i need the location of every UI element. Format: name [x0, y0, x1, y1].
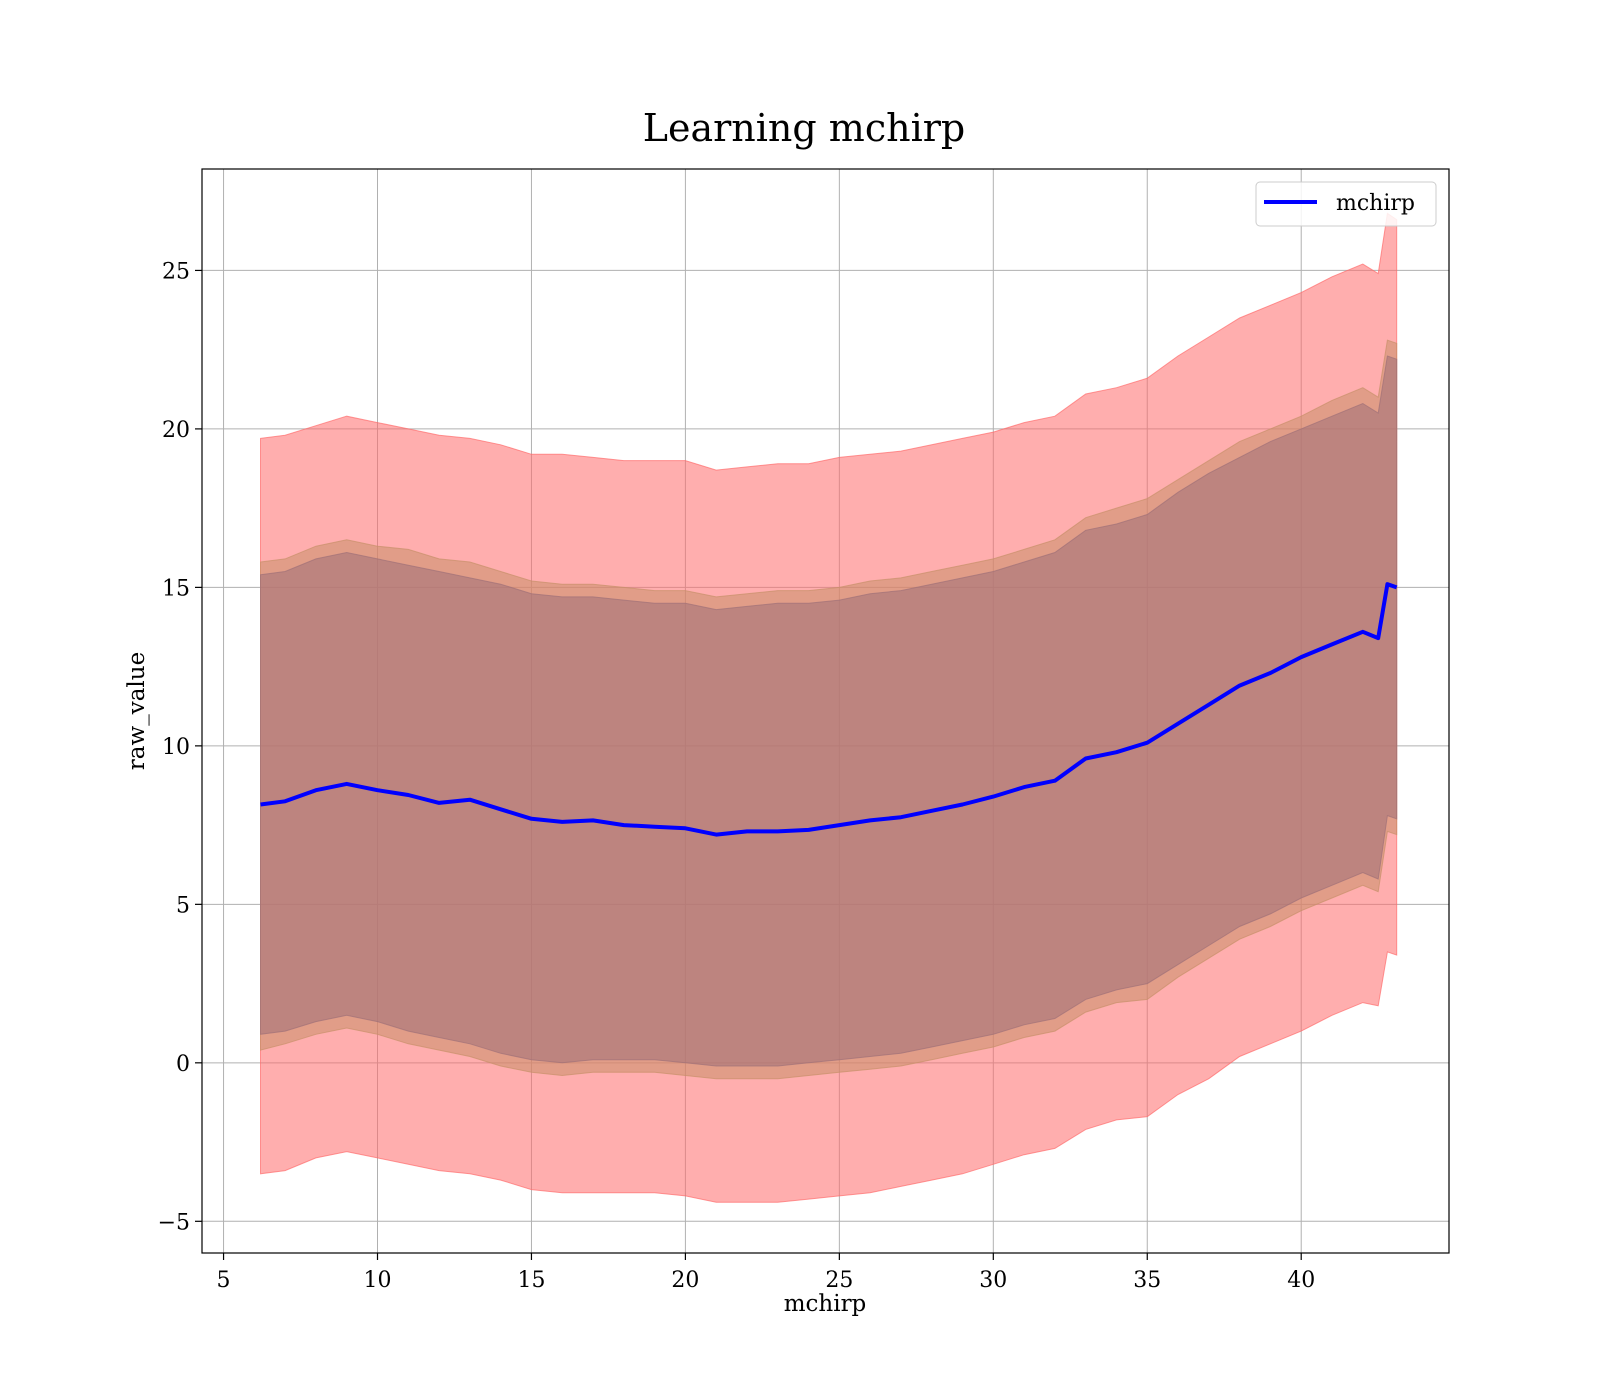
chart-title: Learning mchirp: [643, 106, 965, 150]
x-tick-label: 20: [671, 1268, 699, 1293]
band-inner: [260, 355, 1398, 1067]
y-tick-label: −5: [158, 1210, 190, 1235]
series-line-mchirp: [260, 582, 1398, 837]
x-tick-label: 15: [517, 1268, 545, 1293]
axis-ticks: 5 10 15 20 25 30 35 40 −5 0 5 10 15 20 25: [158, 259, 1316, 1293]
x-tick-label: 40: [1287, 1268, 1315, 1293]
plot-frame: [201, 168, 1450, 1254]
x-tick-label: 10: [364, 1268, 392, 1293]
x-tick-label: 5: [217, 1268, 231, 1293]
x-tick-label: 30: [979, 1268, 1007, 1293]
y-tick-label: 15: [162, 576, 190, 601]
plot-area: [202, 169, 1449, 1253]
x-axis-label: mchirp: [784, 1291, 867, 1317]
y-tick-label: 25: [162, 259, 190, 284]
legend: mchirp: [1255, 181, 1437, 227]
y-tick-label: 0: [176, 1052, 190, 1077]
legend-label-mchirp: mchirp: [1336, 191, 1415, 216]
y-axis-label: raw_value: [124, 652, 150, 770]
y-tick-label: 10: [162, 735, 190, 760]
legend-box: [1255, 181, 1437, 227]
x-tick-label: 35: [1133, 1268, 1161, 1293]
y-tick-label: 5: [176, 893, 190, 918]
y-tick-label: 20: [162, 418, 190, 443]
x-tick-label: 25: [825, 1268, 853, 1293]
